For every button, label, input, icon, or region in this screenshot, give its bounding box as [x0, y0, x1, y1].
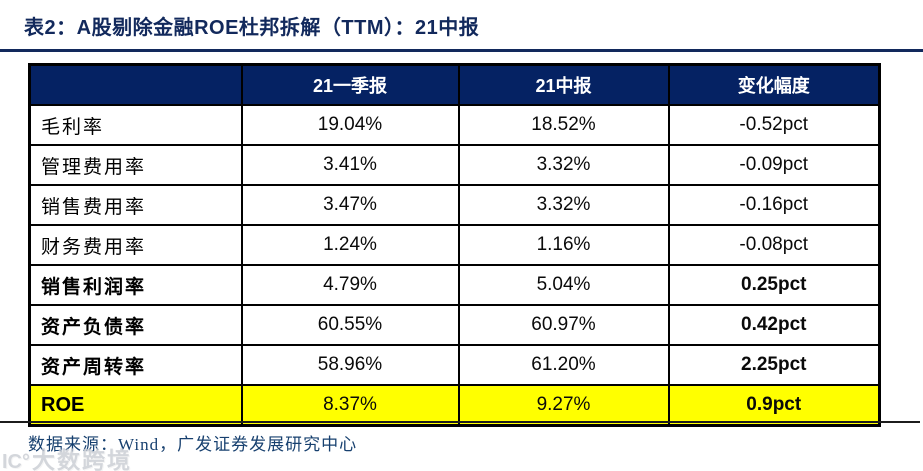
change-value: 0.25pct — [667, 264, 881, 306]
table-header-row: 21一季报 21中报 变化幅度 — [28, 63, 881, 106]
change-value: -0.08pct — [667, 224, 881, 266]
h1-value: 3.32% — [457, 184, 670, 226]
title-divider — [0, 49, 923, 52]
q1-value: 58.96% — [240, 344, 460, 386]
table-row-gross-margin: 毛利率 19.04% 18.52% -0.52pct — [28, 104, 881, 146]
q1-value: 19.04% — [240, 104, 460, 146]
watermark-text: 大数跨境 — [32, 447, 132, 471]
change-value: 0.42pct — [667, 304, 881, 346]
change-value: 2.25pct — [667, 344, 881, 386]
metric-label: 销售利润率 — [28, 264, 243, 306]
metric-label: 毛利率 — [28, 104, 243, 146]
header-cell-change: 变化幅度 — [667, 63, 881, 106]
h1-value: 3.32% — [457, 144, 670, 186]
metric-label: 管理费用率 — [28, 144, 243, 186]
metric-label: ROE — [28, 384, 243, 427]
watermark: IC°大数跨境 — [2, 441, 132, 471]
metric-label: 资产负债率 — [28, 304, 243, 346]
header-cell-q1-2021: 21一季报 — [240, 63, 460, 106]
q1-value: 60.55% — [240, 304, 460, 346]
table-title: 表2：A股剔除金融ROE杜邦拆解（TTM）：21中报 — [24, 17, 480, 39]
q1-value: 3.41% — [240, 144, 460, 186]
metric-label: 财务费用率 — [28, 224, 243, 266]
h1-value: 5.04% — [457, 264, 670, 306]
table-row-roe: ROE 8.37% 9.27% 0.9pct — [28, 384, 881, 427]
q1-value: 8.37% — [240, 384, 460, 427]
table-row-financial-expense-ratio: 财务费用率 1.24% 1.16% -0.08pct — [28, 224, 881, 266]
change-value: -0.16pct — [667, 184, 881, 226]
change-value: -0.52pct — [667, 104, 881, 146]
h1-value: 61.20% — [457, 344, 670, 386]
metric-label: 销售费用率 — [28, 184, 243, 226]
change-value: 0.9pct — [667, 384, 881, 427]
footer-divider — [0, 421, 920, 423]
watermark-logo-icon: IC° — [2, 451, 30, 471]
header-cell-metric — [28, 63, 243, 106]
h1-value: 60.97% — [457, 304, 670, 346]
h1-value: 18.52% — [457, 104, 670, 146]
table-row-selling-expense-ratio: 销售费用率 3.47% 3.32% -0.16pct — [28, 184, 881, 226]
metric-label: 资产周转率 — [28, 344, 243, 386]
table-row-asset-turnover: 资产周转率 58.96% 61.20% 2.25pct — [28, 344, 881, 386]
h1-value: 1.16% — [457, 224, 670, 266]
data-source-note: 数据来源：Wind，广发证券发展研究中心 — [28, 435, 358, 454]
dupont-roe-table: 21一季报 21中报 变化幅度 毛利率 19.04% 18.52% -0.52p… — [28, 63, 881, 427]
table-row-asset-liability-ratio: 资产负债率 60.55% 60.97% 0.42pct — [28, 304, 881, 346]
table-row-admin-expense-ratio: 管理费用率 3.41% 3.32% -0.09pct — [28, 144, 881, 186]
table-row-net-profit-margin: 销售利润率 4.79% 5.04% 0.25pct — [28, 264, 881, 306]
q1-value: 3.47% — [240, 184, 460, 226]
header-cell-h1-2021: 21中报 — [457, 63, 670, 106]
change-value: -0.09pct — [667, 144, 881, 186]
q1-value: 1.24% — [240, 224, 460, 266]
h1-value: 9.27% — [457, 384, 670, 427]
q1-value: 4.79% — [240, 264, 460, 306]
